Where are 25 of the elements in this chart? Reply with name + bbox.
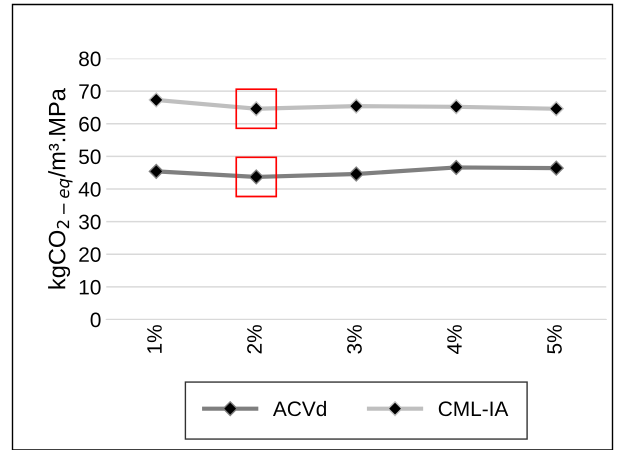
point	[348, 98, 364, 114]
x-tick-label: 2%	[247, 325, 262, 354]
point	[448, 99, 464, 114]
y-tick-label: 0	[90, 312, 101, 328]
y-tick-label: 30	[79, 214, 101, 230]
y-tick-label: 10	[80, 280, 101, 295]
y-tick-label: 70	[79, 84, 101, 99]
x-tick-label: 1%	[147, 325, 162, 353]
y-tick-label: 50	[79, 149, 101, 164]
point	[148, 164, 164, 179]
point	[448, 160, 464, 176]
y-tick-label: 80	[79, 52, 101, 66]
y-tick-label: 20	[79, 247, 101, 262]
x-tick-label: 3%	[347, 325, 362, 354]
x-tick-label: 4%	[447, 325, 462, 354]
legend-label: ACVd	[272, 400, 326, 416]
point	[148, 92, 164, 108]
legend-label: CML-IA	[438, 401, 508, 416]
point	[548, 160, 564, 176]
point	[548, 101, 564, 116]
x-tick-label: 5%	[547, 325, 562, 354]
y-tick-label: 60	[79, 116, 101, 132]
y-axis-title: kgCO$_{2−eq}$/m³.MPa	[48, 88, 72, 288]
y-tick-label: 40	[78, 182, 101, 197]
point	[348, 166, 364, 182]
